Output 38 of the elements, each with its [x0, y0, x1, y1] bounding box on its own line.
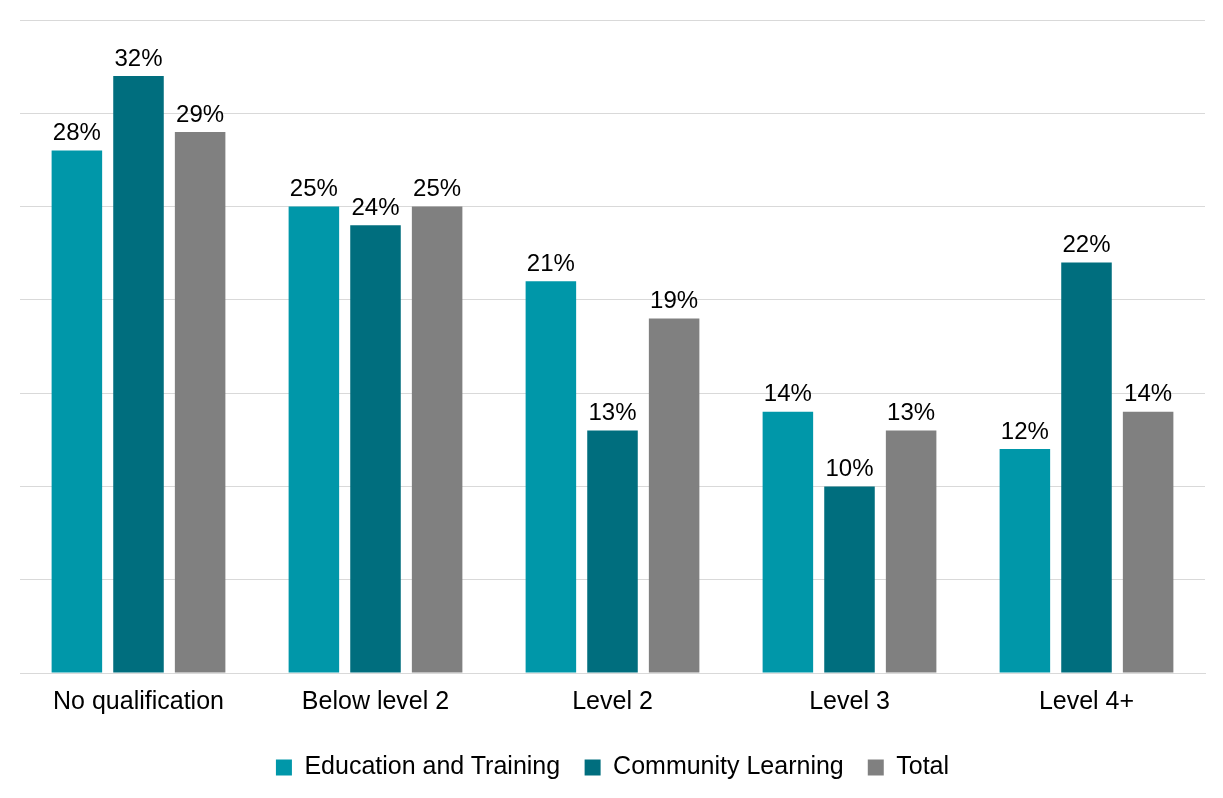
x-tick-label: Level 2: [572, 685, 653, 714]
bar: [999, 449, 1051, 673]
data-label: 24%: [351, 192, 400, 220]
data-label: 13%: [887, 398, 936, 426]
bar: [648, 318, 700, 673]
data-label: 32%: [114, 43, 163, 71]
x-tick-label: Below level 2: [301, 685, 450, 714]
x-tick-label: Level 3: [809, 685, 890, 714]
legend-label: Community Learning: [613, 751, 844, 780]
legend-label: Total: [896, 751, 950, 780]
data-label: 25%: [413, 174, 462, 202]
data-label: 14%: [763, 379, 812, 407]
data-label: 25%: [289, 174, 338, 202]
data-label: 10%: [825, 454, 874, 482]
data-label: 13%: [588, 398, 637, 426]
bar: [762, 411, 814, 673]
data-label: 28%: [52, 118, 101, 146]
bar: [288, 206, 340, 673]
data-label: 14%: [1124, 379, 1173, 407]
data-label: 19%: [650, 286, 699, 314]
x-tick-label: No qualification: [53, 685, 224, 714]
bar: [174, 131, 226, 673]
legend-label: Education and Training: [304, 751, 561, 780]
bar: [587, 430, 638, 673]
bar: [1061, 262, 1112, 673]
bar: [525, 281, 577, 673]
data-label: 22%: [1062, 230, 1111, 258]
data-label: 12%: [1000, 416, 1049, 444]
bar: [411, 206, 463, 673]
bar: [1122, 411, 1174, 673]
data-label: 29%: [176, 99, 225, 127]
bar: [51, 150, 103, 673]
bar: [113, 75, 164, 673]
data-label: 21%: [526, 248, 575, 276]
bar: [885, 430, 937, 673]
x-tick-label: Level 4+: [1038, 685, 1135, 714]
bar: [824, 486, 875, 673]
bar: [350, 225, 401, 673]
